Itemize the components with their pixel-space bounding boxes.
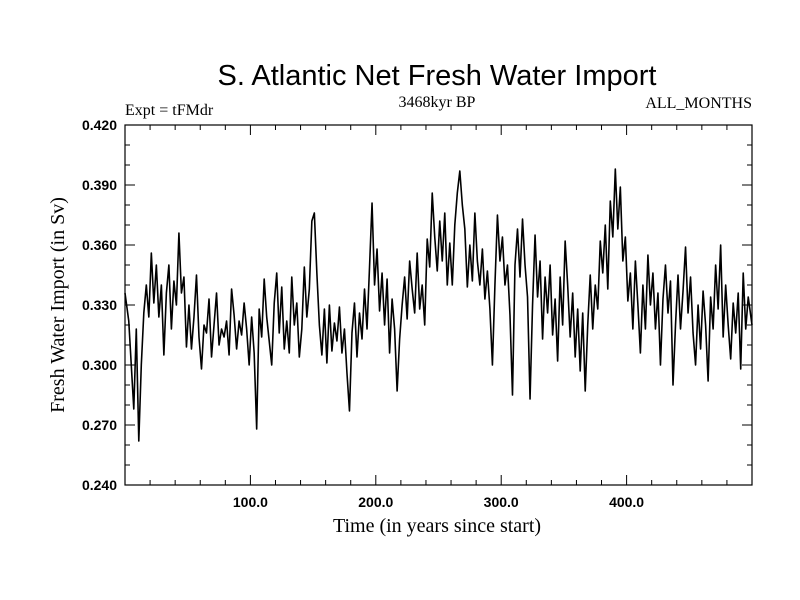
- x-tick-label: 400.0: [609, 494, 644, 510]
- experiment-label: Expt = tFMdr: [125, 102, 214, 119]
- x-axis-label: Time (in years since start): [333, 515, 541, 537]
- y-tick-label: 0.240: [82, 477, 117, 493]
- months-label: ALL_MONTHS: [645, 95, 752, 112]
- y-axis-label: Fresh Water Import (in Sv): [47, 197, 69, 413]
- x-tick-label: 100.0: [233, 494, 268, 510]
- series-group: [124, 168, 753, 442]
- y-tick-label: 0.360: [82, 237, 117, 253]
- series-line: [124, 168, 753, 442]
- axis-tick-labels: 100.0 200.0 300.0 400.0 0.240 0.270 0.300 0.330…: [82, 117, 644, 510]
- x-tick-label: 300.0: [484, 494, 519, 510]
- y-tick-label: 0.300: [82, 357, 117, 373]
- chart-subtitle: 3468kyr BP: [399, 94, 476, 111]
- y-tick-label: 0.390: [82, 177, 117, 193]
- chart-title: S. Atlantic Net Fresh Water Import: [218, 60, 657, 92]
- y-tick-label: 0.330: [82, 297, 117, 313]
- y-tick-label: 0.270: [82, 417, 117, 433]
- y-tick-label: 0.420: [82, 117, 117, 133]
- plot-frame: [124, 124, 753, 486]
- x-tick-label: 200.0: [358, 494, 393, 510]
